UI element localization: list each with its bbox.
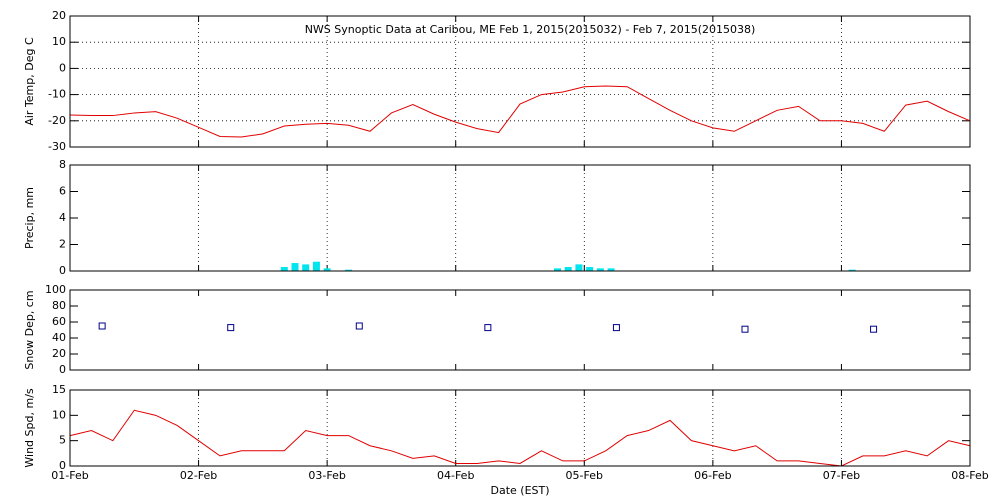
- x-axis-label: Date (EST): [490, 484, 549, 497]
- y-tick-label: 6: [59, 185, 66, 198]
- bar: [564, 267, 572, 271]
- y-axis-label: Wind Spd, m/s: [23, 388, 36, 468]
- bar: [607, 268, 615, 271]
- data-line: [69, 85, 971, 138]
- x-tick-label: 03-Feb: [308, 469, 345, 482]
- y-tick-label: 0: [59, 459, 66, 472]
- bar: [848, 269, 856, 271]
- y-tick-label: 10: [52, 35, 66, 48]
- y-tick-label: 0: [59, 363, 66, 376]
- bar: [554, 268, 561, 271]
- point: [484, 324, 492, 332]
- y-tick-label: 20: [52, 9, 66, 22]
- y-tick-label: -20: [48, 114, 66, 127]
- bar: [291, 263, 299, 271]
- point: [355, 322, 363, 330]
- bar: [345, 269, 353, 271]
- bar: [312, 261, 320, 271]
- y-tick-label: 0: [59, 61, 66, 74]
- y-axis-label: Air Temp, Deg C: [23, 37, 36, 126]
- y-tick-label: 8: [59, 158, 66, 171]
- bar: [302, 264, 310, 271]
- x-tick-label: 08-Feb: [951, 469, 988, 482]
- y-tick-label: 10: [52, 408, 66, 421]
- bar: [596, 268, 604, 271]
- y-tick-label: 2: [59, 238, 66, 251]
- y-tick-label: 4: [59, 211, 66, 224]
- y-tick-label: -30: [48, 140, 66, 153]
- x-tick-label: 07-Feb: [823, 469, 860, 482]
- y-axis-label: Snow Dep, cm: [23, 290, 36, 369]
- point: [227, 324, 235, 332]
- x-tick-label: 05-Feb: [566, 469, 603, 482]
- y-tick-label: 5: [59, 434, 66, 447]
- plot-frame: [69, 164, 971, 272]
- y-tick-label: 15: [52, 383, 66, 396]
- x-tick-label: 01-Feb: [51, 469, 88, 482]
- plot-frame: [69, 289, 971, 371]
- point: [98, 322, 106, 330]
- y-axis-label: Precip, mm: [23, 187, 36, 249]
- y-tick-label: -10: [48, 88, 66, 101]
- bar: [280, 267, 288, 271]
- point: [612, 324, 620, 332]
- point: [741, 325, 749, 333]
- chart-title: NWS Synoptic Data at Caribou, ME Feb 1, …: [305, 23, 756, 36]
- plot-frame: [69, 15, 971, 148]
- data-line: [69, 409, 971, 467]
- y-tick-label: 80: [52, 299, 66, 312]
- bar: [575, 264, 583, 271]
- y-tick-label: 40: [52, 331, 66, 344]
- y-tick-label: 60: [52, 315, 66, 328]
- plot-frame: [69, 389, 971, 467]
- y-tick-label: 0: [59, 264, 66, 277]
- x-tick-label: 04-Feb: [437, 469, 474, 482]
- y-tick-label: 100: [45, 283, 66, 296]
- x-tick-label: 06-Feb: [694, 469, 731, 482]
- point: [870, 325, 878, 333]
- y-tick-label: 20: [52, 347, 66, 360]
- bar: [586, 267, 594, 271]
- bar: [323, 268, 331, 271]
- x-tick-label: 02-Feb: [180, 469, 217, 482]
